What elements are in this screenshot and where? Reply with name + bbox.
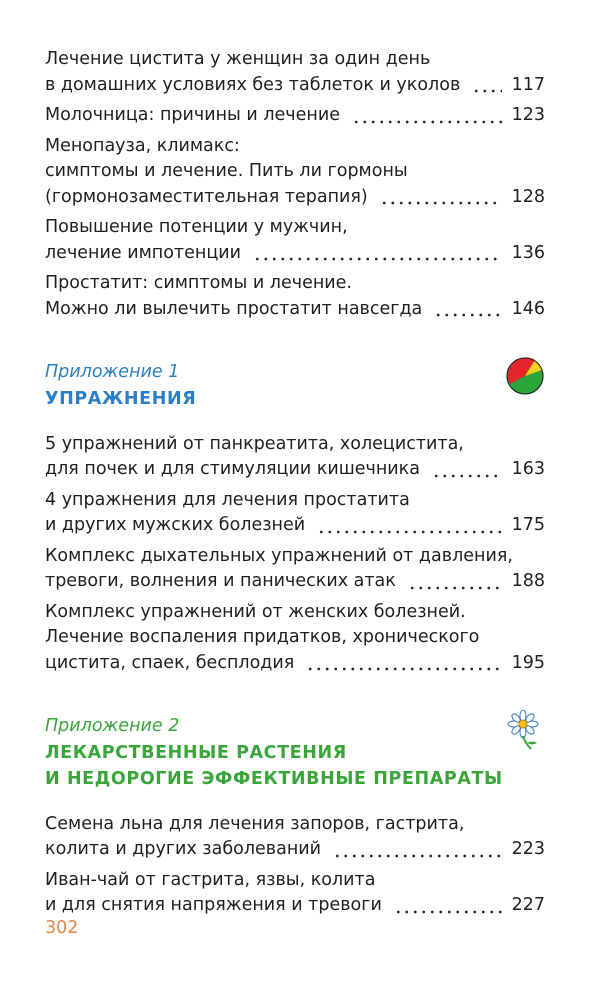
dot-leader — [317, 513, 502, 539]
dot-leader — [333, 837, 502, 863]
page-ref: 136 — [511, 242, 545, 263]
entry-line: колита и других заболеваний — [45, 839, 322, 859]
appendix-title: ЛЕКАРСТВЕННЫЕ РАСТЕНИЯ — [45, 742, 347, 763]
entry-last-line: для почек и для стимуляции кишечника 163 — [45, 457, 545, 483]
dot-leader — [431, 457, 502, 483]
entry-last-line: Можно ли вылечить простатит навсегда 146 — [45, 296, 545, 322]
entry-line: 5 упражнений от панкреатита, холецистита… — [45, 433, 464, 454]
entry-last-line: Молочница: причины и лечение 123 — [45, 103, 545, 129]
dot-leader — [351, 103, 502, 129]
entry-last-line: колита и других заболеваний 223 — [45, 837, 545, 863]
appendix-title: УПРАЖНЕНИЯ — [45, 388, 197, 409]
page-ref: 146 — [511, 298, 545, 319]
toc-entry: Иван-чай от гастрита, язвы, колита и для … — [45, 868, 545, 919]
page-ref: 128 — [511, 186, 545, 207]
appendix-entries: Семена льна для лечения запоров, гастрит… — [45, 812, 545, 919]
toc-entry: Комплекс упражнений от женских болезней.… — [45, 600, 545, 676]
toc-entry: Повышение потенции у мужчин, лечение импо… — [45, 215, 545, 266]
entry-line: в домашних условиях без таблеток и уколо… — [45, 74, 461, 95]
entry-line: Комплекс упражнений от женских болезней. — [45, 601, 466, 622]
appendix: Приложение 2 ЛЕКАРСТВЕННЫЕ РАСТЕНИЯ И НЕДО… — [45, 710, 545, 919]
entry-line: Менопауза, климакс: — [45, 135, 240, 156]
entry-line: и для снятия напряжения и тревоги — [45, 895, 382, 915]
entry-line: лечение импотенции — [45, 242, 241, 263]
entry-line: (гормонозаместительная терапия) — [45, 186, 368, 207]
ball-icon — [506, 357, 544, 395]
entry-last-line: и для снятия напряжения и тревоги 227 — [45, 893, 545, 919]
table-of-contents: Лечение цистита у женщин за один день в д… — [45, 47, 545, 924]
page-ref: 117 — [511, 74, 545, 95]
toc-entry: 4 упражнения для лечения простатита и дру… — [45, 488, 545, 539]
toc-entry: 5 упражнений от панкреатита, холецистита… — [45, 432, 545, 483]
entry-line: 4 упражнения для лечения простатита — [45, 489, 410, 510]
dot-leader — [434, 296, 502, 322]
appendix: Приложение 1 УПРАЖНЕНИЯ 5 упражнений от п… — [45, 357, 545, 676]
dot-leader — [472, 72, 502, 98]
toc-entry: Семена льна для лечения запоров, гастрит… — [45, 812, 545, 863]
page-ref: 227 — [511, 895, 545, 915]
entry-line: Повышение потенции у мужчин, — [45, 217, 348, 237]
entry-last-line: (гормонозаместительная терапия) 128 — [45, 184, 545, 210]
entry-line: для почек и для стимуляции кишечника — [45, 459, 420, 479]
page-number: 302 — [45, 918, 79, 938]
page-ref: 195 — [511, 652, 545, 673]
entry-line: Молочница: причины и лечение — [45, 105, 340, 125]
appendix-entries: 5 упражнений от панкреатита, холецистита… — [45, 432, 545, 676]
dot-leader — [306, 650, 502, 676]
entry-line: Лечение воспаления придатков, хроническо… — [45, 627, 480, 647]
entry-line: и других мужских болезней — [45, 515, 306, 535]
entry-line: Иван-чай от гастрита, язвы, колита — [45, 869, 376, 890]
page-ref: 188 — [511, 571, 545, 591]
dot-leader — [379, 184, 502, 210]
toc-entry: Простатит: симптомы и лечение. Можно ли в… — [45, 271, 545, 322]
entry-last-line: в домашних условиях без таблеток и уколо… — [45, 72, 545, 98]
appendix-title: И НЕДОРОГИЕ ЭФФЕКТИВНЫЕ ПРЕПАРАТЫ — [45, 768, 503, 789]
entry-last-line: цистита, спаек, бесплодия 195 — [45, 650, 545, 676]
toc-entry: Лечение цистита у женщин за один день в д… — [45, 47, 545, 98]
entry-last-line: лечение импотенции 136 — [45, 240, 545, 266]
dot-leader — [393, 893, 502, 919]
dot-leader — [253, 240, 502, 266]
appendix-header: Приложение 1 УПРАЖНЕНИЯ — [45, 357, 545, 412]
appendix-header: Приложение 2 ЛЕКАРСТВЕННЫЕ РАСТЕНИЯ И НЕДО… — [45, 710, 545, 792]
entry-last-line: тревоги, волнения и панических атак 188 — [45, 569, 545, 595]
entry-line: Лечение цистита у женщин за один день — [45, 49, 431, 69]
page-ref: 163 — [511, 459, 545, 479]
flower-icon — [507, 710, 539, 750]
entry-line: тревоги, волнения и панических атак — [45, 571, 396, 591]
appendix-label: Приложение 1 — [45, 362, 180, 382]
toc-entry: Менопауза, климакс: симптомы и лечение. П… — [45, 134, 545, 210]
page-ref: 223 — [511, 839, 545, 859]
entry-line: цистита, спаек, бесплодия — [45, 652, 295, 673]
entry-line: Комплекс дыхательных упражнений от давле… — [45, 545, 513, 566]
entry-line: Семена льна для лечения запоров, гастрит… — [45, 813, 465, 834]
page-ref: 123 — [511, 105, 545, 125]
entry-line: Можно ли вылечить простатит навсегда — [45, 298, 423, 319]
dot-leader — [407, 569, 502, 595]
appendix-label: Приложение 2 — [45, 716, 180, 736]
page-ref: 175 — [511, 515, 545, 535]
entry-line: Простатит: симптомы и лечение. — [45, 273, 352, 293]
entry-last-line: и других мужских болезней 175 — [45, 513, 545, 539]
entry-line: симптомы и лечение. Пить ли гормоны — [45, 161, 408, 181]
toc-entry: Комплекс дыхательных упражнений от давле… — [45, 544, 545, 595]
toc-entry: Молочница: причины и лечение 123 — [45, 103, 545, 129]
